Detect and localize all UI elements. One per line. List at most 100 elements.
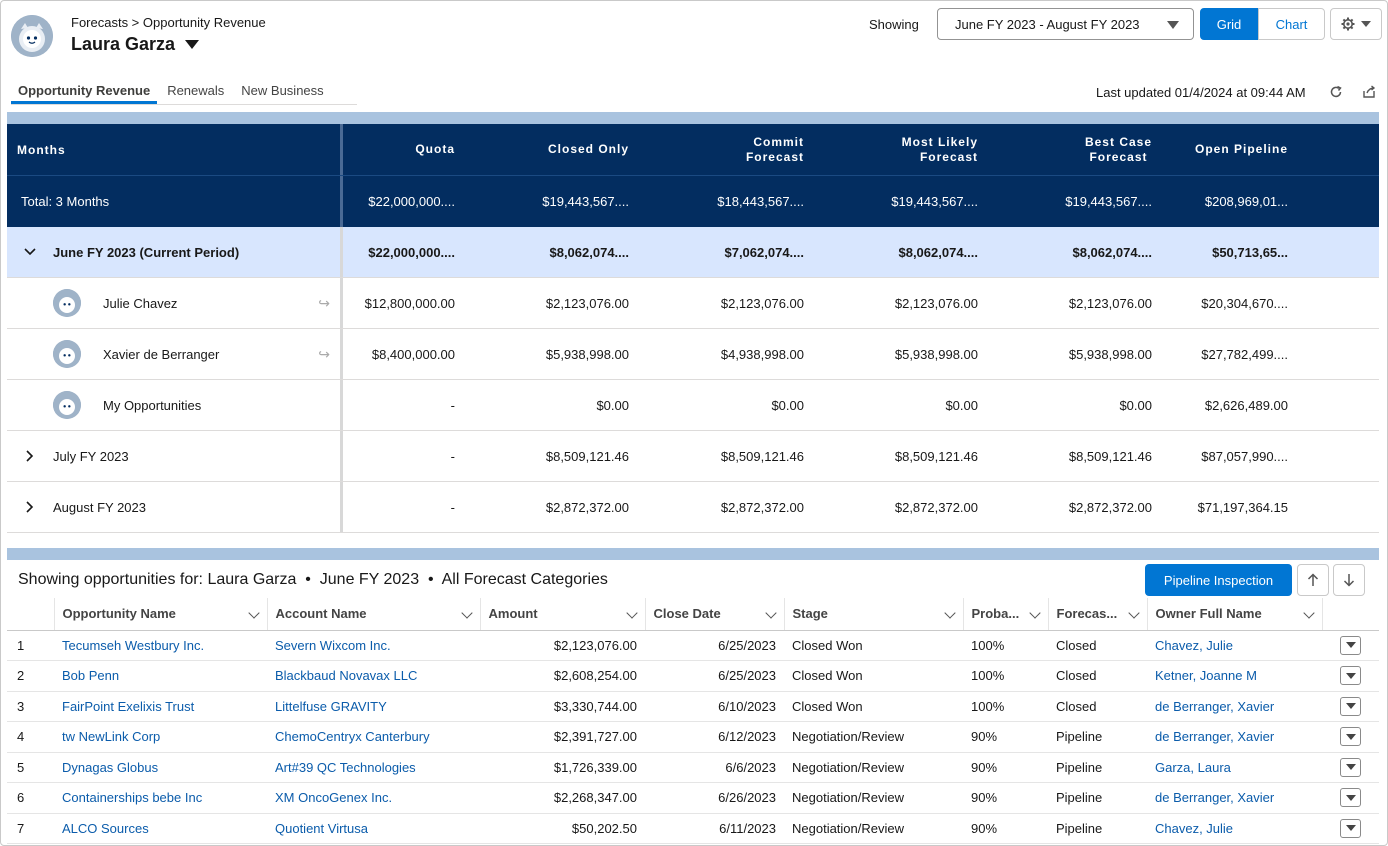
account-name-link[interactable]: XM OncoGenex Inc. <box>275 790 393 806</box>
row-action-menu-button[interactable] <box>1340 818 1361 838</box>
period-closed-only[interactable]: $8,062,074.... <box>549 244 629 260</box>
column-header-stage[interactable]: Stage <box>784 598 964 631</box>
subrow-quota[interactable]: $8,400,000.00 <box>371 346 455 362</box>
pipeline-inspection-button[interactable]: Pipeline Inspection <box>1145 564 1292 596</box>
subrow-most-likely[interactable]: $2,123,076.00 <box>894 295 978 311</box>
period-best-case[interactable]: $8,509,121.46 <box>1068 448 1152 464</box>
chevron-down-icon[interactable] <box>1028 607 1041 619</box>
chevron-down-icon[interactable] <box>247 607 260 619</box>
subrow-open-pipeline[interactable]: $20,304,670.... <box>1201 295 1288 311</box>
total-closed-only[interactable]: $19,443,567.... <box>542 194 629 209</box>
chevron-right-icon[interactable] <box>21 501 39 513</box>
owner-name-link[interactable]: Chavez, Julie <box>1155 820 1234 836</box>
owner-name-link[interactable]: de Berranger, Xavier <box>1155 790 1275 806</box>
chevron-down-icon[interactable] <box>1127 607 1140 619</box>
period-open-pipeline[interactable]: $50,713,65... <box>1212 244 1288 260</box>
subrow-most-likely[interactable]: $0.00 <box>945 397 978 413</box>
period-best-case[interactable]: $8,062,074.... <box>1072 244 1152 260</box>
total-commit[interactable]: $18,443,567.... <box>717 194 804 209</box>
column-header-forecast-category[interactable]: Forecas... <box>1048 598 1148 631</box>
opportunity-name-link[interactable]: ALCO Sources <box>62 820 149 836</box>
total-open-pipeline[interactable]: $208,969,01... <box>1204 194 1288 209</box>
opportunity-name-link[interactable]: Bob Penn <box>62 668 120 684</box>
period-commit[interactable]: $8,509,121.46 <box>720 448 804 464</box>
subrow-label[interactable]: My Opportunities <box>103 397 202 413</box>
tab-renewals[interactable]: Renewals <box>167 83 225 98</box>
tab-new-business[interactable]: New Business <box>241 83 324 98</box>
row-action-menu-button[interactable] <box>1340 635 1361 655</box>
chevron-right-icon[interactable] <box>21 450 39 462</box>
table-row[interactable]: 2 Bob Penn Blackbaud Novavax LLC $2,608,254… <box>7 660 1379 692</box>
column-header-probability[interactable]: Proba... <box>963 598 1049 631</box>
table-row[interactable]: 1 Tecumseh Westbury Inc. Severn Wixcom Inc… <box>7 630 1379 661</box>
owner-name-link[interactable]: Ketner, Joanne M <box>1155 668 1257 684</box>
export-icon[interactable] <box>1361 84 1377 100</box>
period-commit[interactable]: $7,062,074.... <box>724 244 804 260</box>
chevron-down-icon[interactable] <box>1302 607 1315 619</box>
account-name-link[interactable]: Blackbaud Novavax LLC <box>275 668 418 684</box>
subrow-closed-only[interactable]: $5,938,998.00 <box>545 346 629 362</box>
chart-view-button[interactable]: Chart <box>1258 8 1325 40</box>
subrow-closed-only[interactable]: $0.00 <box>596 397 629 413</box>
table-row[interactable]: 6 Containerships bebe Inc XM OncoGenex Inc… <box>7 782 1379 814</box>
column-header-amount[interactable]: Amount <box>480 598 646 631</box>
account-name-link[interactable]: ChemoCentryx Canterbury <box>275 729 430 745</box>
account-name-link[interactable]: Severn Wixcom Inc. <box>275 637 391 653</box>
opportunity-name-link[interactable]: Containerships bebe Inc <box>62 790 203 806</box>
subrow-quota[interactable]: $12,800,000.00 <box>364 295 455 311</box>
column-header-account-name[interactable]: Account Name <box>267 598 481 631</box>
settings-menu-button[interactable] <box>1330 8 1382 40</box>
subrow-best-case[interactable]: $2,123,076.00 <box>1068 295 1152 311</box>
period-closed-only[interactable]: $8,509,121.46 <box>545 448 629 464</box>
subrow-most-likely[interactable]: $5,938,998.00 <box>894 346 978 362</box>
subrow-commit[interactable]: $2,123,076.00 <box>720 295 804 311</box>
row-action-menu-button[interactable] <box>1340 727 1361 747</box>
chevron-down-icon[interactable] <box>460 607 473 619</box>
period-most-likely[interactable]: $8,062,074.... <box>898 244 978 260</box>
period-best-case[interactable]: $2,872,372.00 <box>1068 499 1152 515</box>
table-row[interactable]: 3 FairPoint Exelixis Trust Littelfuse GRAV… <box>7 691 1379 722</box>
refresh-icon[interactable] <box>1328 84 1344 100</box>
account-name-link[interactable]: Littelfuse GRAVITY <box>275 698 387 714</box>
owner-name-link[interactable]: de Berranger, Xavier <box>1155 698 1275 714</box>
owner-name-link[interactable]: Garza, Laura <box>1155 759 1231 775</box>
subrow-best-case[interactable]: $0.00 <box>1119 397 1152 413</box>
drill-in-arrow-icon[interactable]: ↪ <box>318 295 330 311</box>
subrow-closed-only[interactable]: $2,123,076.00 <box>545 295 629 311</box>
subrow-commit[interactable]: $0.00 <box>771 397 804 413</box>
subrow-commit[interactable]: $4,938,998.00 <box>720 346 804 362</box>
column-header-owner-full-name[interactable]: Owner Full Name <box>1147 598 1323 631</box>
period-closed-only[interactable]: $2,872,372.00 <box>545 499 629 515</box>
opportunity-name-link[interactable]: FairPoint Exelixis Trust <box>62 698 195 714</box>
row-action-menu-button[interactable] <box>1340 788 1361 808</box>
table-row[interactable]: 7 ALCO Sources Quotient Virtusa $50,202.50 6… <box>7 813 1379 844</box>
table-row[interactable]: 5 Dynagas Globus Art#39 QC Technologies $1,… <box>7 752 1379 783</box>
period-open-pipeline[interactable]: $87,057,990.... <box>1201 448 1288 464</box>
subrow-label[interactable]: Xavier de Berranger <box>103 346 220 362</box>
row-action-menu-button[interactable] <box>1340 696 1361 716</box>
breadcrumb[interactable]: Forecasts > Opportunity Revenue <box>71 15 266 30</box>
period-quota[interactable]: $22,000,000.... <box>368 244 455 260</box>
subrow-open-pipeline[interactable]: $27,782,499.... <box>1201 346 1288 362</box>
column-header-close-date[interactable]: Close Date <box>645 598 785 631</box>
tab-opportunity-revenue[interactable]: Opportunity Revenue <box>11 81 158 104</box>
total-most-likely[interactable]: $19,443,567.... <box>891 194 978 209</box>
grid-view-button[interactable]: Grid <box>1200 8 1258 40</box>
subrow-open-pipeline[interactable]: $2,626,489.00 <box>1204 397 1288 413</box>
subrow-label[interactable]: Julie Chavez <box>103 295 178 311</box>
splitter-handle[interactable] <box>7 548 1379 560</box>
period-commit[interactable]: $2,872,372.00 <box>720 499 804 515</box>
row-action-menu-button[interactable] <box>1340 757 1361 777</box>
period-open-pipeline[interactable]: $71,197,364.15 <box>1197 499 1288 515</box>
opportunity-name-link[interactable]: tw NewLink Corp <box>62 729 161 745</box>
total-best-case[interactable]: $19,443,567.... <box>1065 194 1152 209</box>
row-action-menu-button[interactable] <box>1340 666 1361 686</box>
opportunity-name-link[interactable]: Tecumseh Westbury Inc. <box>62 637 205 653</box>
period-range-select[interactable]: June FY 2023 - August FY 2023 <box>937 8 1194 40</box>
collapse-up-button[interactable] <box>1297 564 1329 596</box>
period-most-likely[interactable]: $2,872,372.00 <box>894 499 978 515</box>
chevron-down-icon[interactable] <box>764 607 777 619</box>
total-quota[interactable]: $22,000,000.... <box>368 194 455 209</box>
opportunity-name-link[interactable]: Dynagas Globus <box>62 759 159 775</box>
account-name-link[interactable]: Art#39 QC Technologies <box>275 759 416 775</box>
